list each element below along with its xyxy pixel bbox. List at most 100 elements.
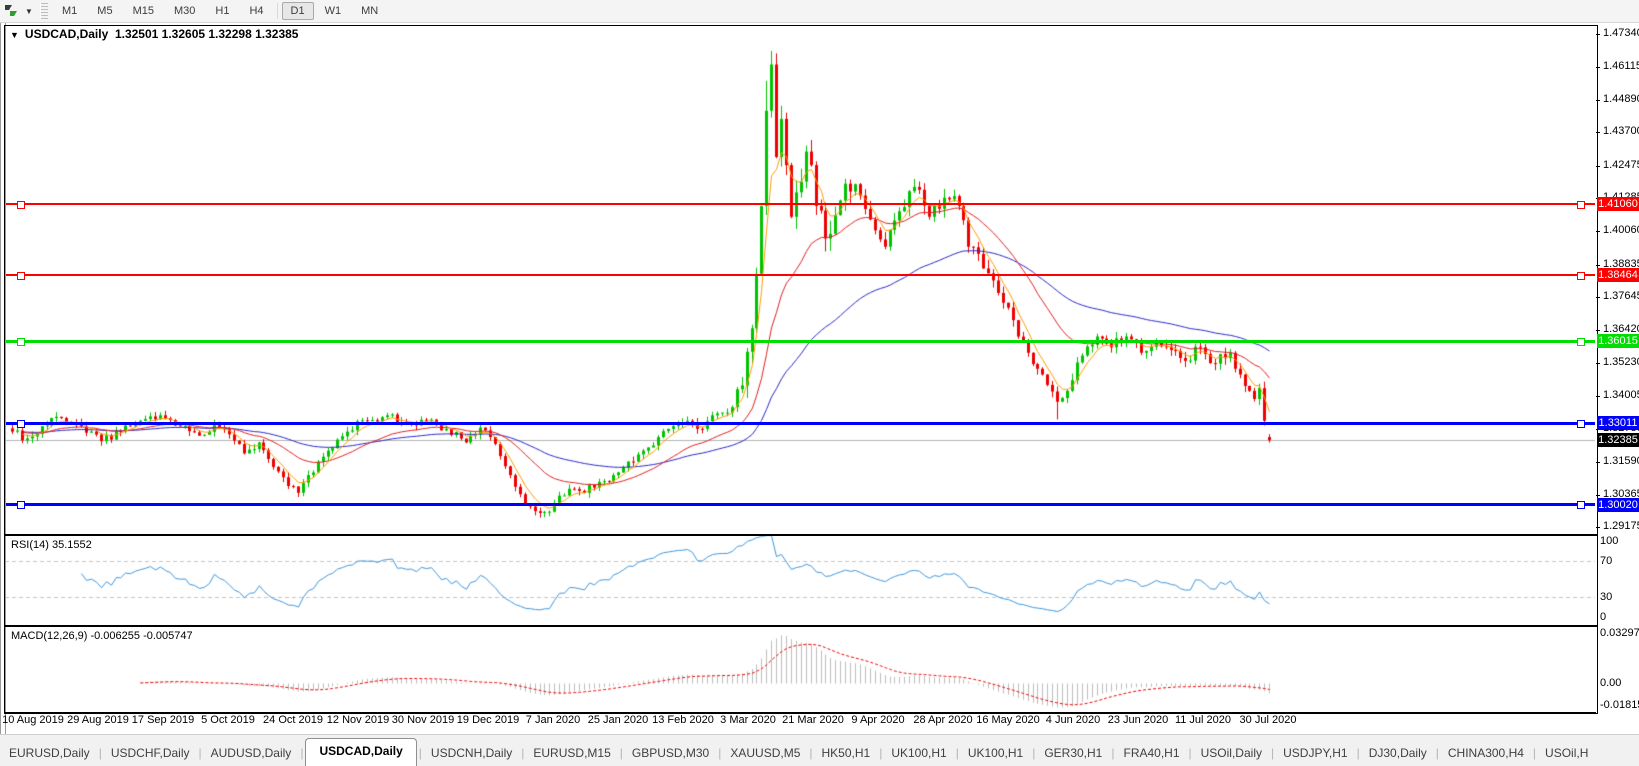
horizontal-line-resistance-1[interactable]: [5, 201, 1595, 209]
timeframe-button-m5[interactable]: M5: [97, 5, 113, 17]
tab-separator: |: [418, 746, 422, 760]
line-price-label: 1.36015: [1597, 334, 1639, 348]
line-handle-right[interactable]: [1577, 272, 1585, 280]
toolbar-separator: [276, 3, 278, 19]
timeframe-button-m30[interactable]: M30: [173, 5, 196, 17]
rsi-tick-label: 30: [1600, 591, 1613, 603]
timeframe-button-m15[interactable]: M15: [132, 5, 154, 17]
horizontal-line-support-2[interactable]: [5, 501, 1595, 509]
date-label: 5 Oct 2019: [201, 714, 255, 726]
macd-tick-label: 0.032972: [1600, 627, 1639, 639]
horizontal-line-resistance-2[interactable]: [5, 272, 1595, 280]
price-axis-tick-label: 1.30365: [1603, 488, 1639, 500]
toolbar-dropdown-caret[interactable]: ▼: [25, 6, 33, 16]
tab-usoil-daily[interactable]: USOil,Daily: [1200, 746, 1262, 760]
price-axis-tick: [1596, 34, 1600, 35]
price-axis-tick: [1596, 495, 1600, 496]
tab-usdchf-daily[interactable]: USDCHF,Daily: [110, 746, 190, 760]
timeframe-button-w1[interactable]: W1: [324, 5, 342, 17]
line-handle-left[interactable]: [17, 201, 25, 209]
tab-separator: |: [879, 746, 883, 760]
timeframe-button-h1[interactable]: H1: [215, 5, 230, 17]
tab-usdcad-daily[interactable]: USDCAD,Daily: [305, 738, 417, 766]
rsi-tick-label: 70: [1600, 555, 1613, 567]
tab-uk100-h1[interactable]: UK100,H1: [967, 746, 1024, 760]
timeframe-button-mn[interactable]: MN: [361, 5, 379, 17]
price-axis-tick-label: 1.46115: [1603, 60, 1639, 72]
price-axis-tick: [1596, 297, 1600, 298]
macd-tick-label: 0.00: [1600, 677, 1622, 689]
price-axis-tick: [1596, 100, 1600, 101]
tab-china300-h4[interactable]: CHINA300,H4: [1447, 746, 1524, 760]
line-handle-right[interactable]: [1577, 338, 1585, 346]
macd-tick-label: -0.01815: [1600, 699, 1639, 711]
date-label: 21 Mar 2020: [782, 714, 844, 726]
price-axis-tick: [1596, 166, 1600, 167]
line-handle-left[interactable]: [17, 338, 25, 346]
date-label: 3 Mar 2020: [720, 714, 776, 726]
tab-separator: |: [1188, 746, 1192, 760]
line-price-label: 1.41060: [1597, 197, 1639, 211]
date-label: 16 May 2020: [976, 714, 1040, 726]
tab-separator: |: [718, 746, 722, 760]
date-label: 10 Aug 2019: [2, 714, 64, 726]
tab-usdjpy-h1[interactable]: USDJPY,H1: [1283, 746, 1348, 760]
price-axis-tick-label: 1.35230: [1603, 356, 1639, 368]
tab-fra40-h1[interactable]: FRA40,H1: [1123, 746, 1180, 760]
chart-periods-icon[interactable]: [2, 3, 22, 19]
tab-eurusd-m15[interactable]: EURUSD,M15: [533, 746, 611, 760]
horizontal-line-pivot-green[interactable]: [5, 338, 1595, 346]
symbol-period-label: USDCAD,Daily: [24, 27, 109, 41]
tab-separator: |: [521, 746, 525, 760]
line-handle-right[interactable]: [1577, 201, 1585, 209]
tab-eurusd-daily[interactable]: EURUSD,Daily: [9, 746, 90, 760]
price-axis-tick: [1596, 330, 1600, 331]
current-price-label: 1.32385: [1597, 433, 1639, 447]
tab-separator: |: [98, 746, 102, 760]
date-label: 29 Aug 2019: [67, 714, 129, 726]
price-axis-tick: [1596, 396, 1600, 397]
ohlc-readout: 1.32501 1.32605 1.32298 1.32385: [114, 27, 299, 41]
line-handle-left[interactable]: [17, 420, 25, 428]
tab-xauusd-m5[interactable]: XAUUSD,M5: [730, 746, 801, 760]
tab-separator: |: [300, 746, 304, 760]
price-axis-tick: [1596, 231, 1600, 232]
timeframe-button-m1[interactable]: M1: [62, 5, 78, 17]
line-handle-right[interactable]: [1577, 420, 1585, 428]
date-label: 25 Jan 2020: [587, 714, 649, 726]
tab-ger30-h1[interactable]: GER30,H1: [1044, 746, 1103, 760]
time-axis-line: [4, 712, 1596, 713]
date-label: 12 Nov 2019: [326, 714, 390, 726]
date-label: 28 Apr 2020: [913, 714, 973, 726]
tab-uk100-h1[interactable]: UK100,H1: [891, 746, 947, 760]
line-handle-left[interactable]: [17, 501, 25, 509]
tab-usdcnh-daily[interactable]: USDCNH,Daily: [430, 746, 513, 760]
chart-title-caret-icon[interactable]: ▼: [10, 30, 19, 40]
line-price-label: 1.30020: [1597, 498, 1639, 512]
tab-separator: |: [955, 746, 959, 760]
price-axis-tick-label: 1.29175: [1603, 520, 1639, 532]
tab-hk50-h1[interactable]: HK50,H1: [821, 746, 871, 760]
line-handle-left[interactable]: [17, 272, 25, 280]
line-handle-right[interactable]: [1577, 501, 1585, 509]
price-axis-tick-label: 1.42475: [1603, 159, 1639, 171]
date-label: 7 Jan 2020: [525, 714, 581, 726]
tab-dj30-daily[interactable]: DJ30,Daily: [1368, 746, 1427, 760]
date-label: 24 Oct 2019: [263, 714, 323, 726]
rsi-tick-label: 0: [1600, 611, 1607, 623]
price-axis-tick: [1596, 265, 1600, 266]
tab-separator: |: [1111, 746, 1115, 760]
timeframe-button-h4[interactable]: H4: [249, 5, 264, 17]
tab-usoil-h[interactable]: USOil,H: [1545, 746, 1589, 760]
date-label: 30 Jul 2020: [1239, 714, 1297, 726]
rsi-label: RSI(14) 35.1552: [11, 539, 92, 551]
window-left-frame: [0, 22, 6, 734]
tab-gbpusd-m30[interactable]: GBPUSD,M30: [631, 746, 710, 760]
horizontal-line-support-1[interactable]: [5, 420, 1595, 428]
price-axis-tick-label: 1.43700: [1603, 125, 1639, 137]
timeframe-button-d1[interactable]: D1: [281, 2, 314, 20]
tab-audusd-daily[interactable]: AUDUSD,Daily: [210, 746, 292, 760]
toolbar-grip[interactable]: [40, 3, 48, 19]
date-label: 13 Feb 2020: [652, 714, 714, 726]
